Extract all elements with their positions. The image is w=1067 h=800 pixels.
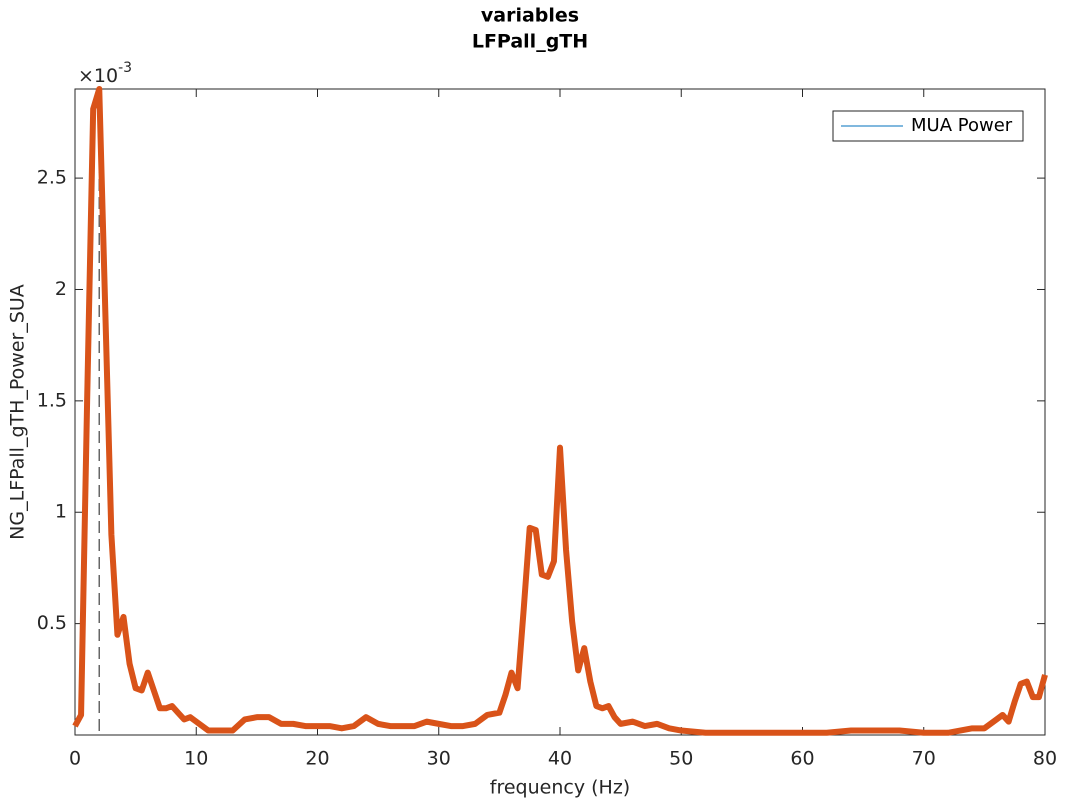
x-tick-label: 40 [548, 748, 572, 770]
x-tick-label: 50 [669, 748, 693, 770]
y-tick-label: 2.5 [37, 167, 67, 189]
x-tick-label: 80 [1033, 748, 1057, 770]
x-tick-label: 30 [427, 748, 451, 770]
chart-subtitle: LFPall_gTH [472, 31, 588, 53]
y-tick-label: 2 [55, 278, 67, 300]
legend-label: MUA Power [911, 115, 1013, 136]
y-tick-label: 1 [55, 501, 67, 523]
chart-title: variables [481, 5, 579, 27]
plot-area [74, 88, 1046, 736]
y-multiplier-exponent: -3 [118, 60, 132, 76]
x-tick-label: 60 [790, 748, 814, 770]
data-line [72, 86, 1048, 736]
y-multiplier: ×10-3 [78, 60, 132, 87]
y-axis-label: NG_LFPall_gTH_Power_SUA [7, 284, 29, 540]
x-tick-label: 0 [69, 748, 81, 770]
x-tick-label: 20 [305, 748, 329, 770]
x-tick-label: 70 [912, 748, 936, 770]
y-tick-label: 0.5 [37, 612, 67, 634]
y-tick-label: 1.5 [37, 389, 67, 411]
x-axis-label: frequency (Hz) [490, 777, 630, 799]
y-multiplier-base: ×10 [78, 65, 118, 87]
legend: MUA Power [832, 110, 1024, 142]
x-tick-label: 10 [184, 748, 208, 770]
